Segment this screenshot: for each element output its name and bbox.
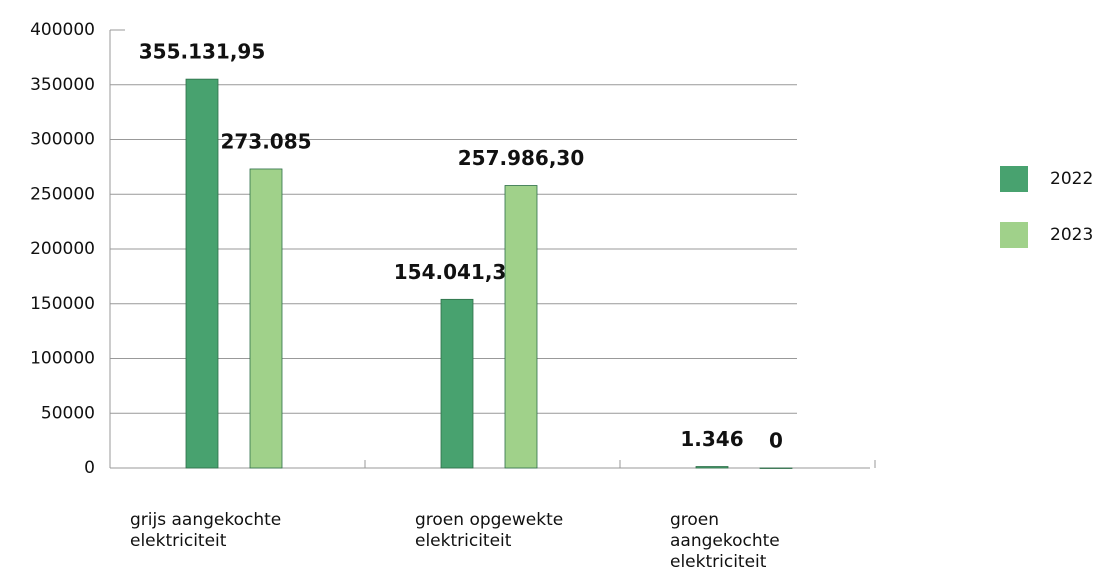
y-tick-label: 200000: [30, 239, 95, 259]
value-label: 0: [769, 429, 783, 453]
legend-label: 2023: [1050, 225, 1093, 245]
x-tick-label: groen opgewekte elektriciteit: [415, 510, 564, 551]
y-tick-label: 400000: [30, 20, 95, 40]
value-label: 355.131,95: [139, 40, 266, 64]
value-label: 257.986,30: [458, 146, 585, 170]
bar: [440, 298, 474, 469]
bar: [504, 185, 538, 469]
legend-label: 2022: [1050, 169, 1093, 189]
x-tick-label: grijs aangekochte elektriciteit: [130, 510, 282, 551]
y-tick-label: 100000: [30, 349, 95, 369]
legend-swatch: [1000, 222, 1028, 248]
y-tick-label: 50000: [41, 403, 95, 423]
value-label: 154.041,30: [394, 260, 521, 284]
y-tick-label: 150000: [30, 294, 95, 314]
y-tick-label: 350000: [30, 75, 95, 95]
value-label: 1.346: [680, 427, 743, 451]
bar: [249, 168, 283, 469]
bar: [759, 467, 793, 469]
legend-swatch: [1000, 166, 1028, 192]
bar: [695, 466, 729, 469]
y-tick-label: 0: [84, 458, 95, 478]
x-tick-label: groen aangekochte elektriciteit: [670, 510, 780, 572]
value-label: 273.085: [220, 129, 311, 153]
y-tick-label: 250000: [30, 184, 95, 204]
y-tick-label: 300000: [30, 130, 95, 150]
bar: [185, 78, 219, 469]
